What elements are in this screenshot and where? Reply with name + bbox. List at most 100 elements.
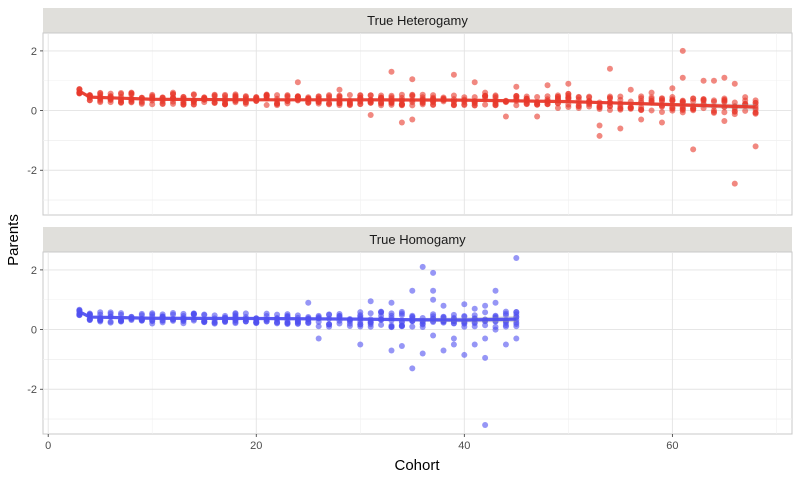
y-tick-label: 2 bbox=[31, 46, 37, 58]
data-point bbox=[638, 116, 645, 123]
data-point bbox=[648, 107, 655, 114]
data-point bbox=[388, 68, 395, 75]
data-point bbox=[107, 318, 114, 325]
data-point bbox=[305, 319, 312, 326]
data-point bbox=[513, 92, 520, 99]
data-point bbox=[471, 305, 478, 312]
data-point bbox=[430, 296, 437, 303]
data-point bbox=[461, 301, 468, 308]
data-point bbox=[409, 365, 416, 372]
data-point bbox=[471, 94, 478, 101]
x-axis: 0 20 40 60 bbox=[45, 434, 678, 452]
data-point bbox=[378, 321, 385, 328]
data-point bbox=[534, 101, 541, 108]
data-point bbox=[513, 102, 520, 109]
y-tick-label: -2 bbox=[27, 165, 37, 177]
data-point bbox=[731, 108, 738, 115]
data-point bbox=[617, 93, 624, 100]
data-point bbox=[554, 105, 561, 112]
data-point bbox=[398, 119, 405, 126]
data-point bbox=[669, 85, 676, 92]
data-point bbox=[170, 100, 177, 107]
data-point bbox=[346, 102, 353, 109]
data-point bbox=[482, 309, 489, 316]
data-point bbox=[430, 269, 437, 276]
data-point bbox=[721, 74, 728, 81]
data-point bbox=[211, 99, 218, 106]
data-point bbox=[658, 119, 665, 126]
panel-frame bbox=[42, 251, 793, 435]
data-point bbox=[492, 102, 499, 109]
data-point bbox=[523, 93, 530, 100]
data-point bbox=[492, 93, 499, 100]
data-point bbox=[315, 93, 322, 100]
data-point bbox=[159, 101, 166, 108]
data-point bbox=[336, 102, 343, 109]
data-point bbox=[648, 89, 655, 96]
data-point bbox=[471, 341, 478, 348]
data-point bbox=[315, 335, 322, 342]
data-point bbox=[398, 308, 405, 315]
data-point bbox=[482, 101, 489, 108]
data-point bbox=[627, 105, 634, 112]
data-point bbox=[617, 105, 624, 112]
data-point bbox=[721, 118, 728, 125]
x-tick-label: 40 bbox=[458, 440, 470, 452]
data-point bbox=[513, 335, 520, 342]
data-point bbox=[315, 323, 322, 330]
data-point bbox=[211, 319, 218, 326]
data-point bbox=[638, 107, 645, 114]
data-point bbox=[742, 94, 749, 101]
data-point bbox=[565, 103, 572, 110]
data-point bbox=[482, 422, 489, 429]
data-point bbox=[617, 125, 624, 132]
data-point bbox=[440, 347, 447, 354]
data-point bbox=[721, 99, 728, 106]
data-point bbox=[731, 99, 738, 106]
data-point bbox=[471, 102, 478, 109]
data-point bbox=[534, 93, 541, 100]
data-point bbox=[388, 310, 395, 317]
data-point bbox=[586, 94, 593, 101]
data-point bbox=[378, 92, 385, 99]
data-point bbox=[263, 102, 270, 109]
data-point bbox=[180, 101, 187, 108]
data-point bbox=[346, 92, 353, 99]
data-point bbox=[450, 311, 457, 318]
data-point bbox=[710, 77, 717, 84]
data-point bbox=[336, 320, 343, 327]
data-point bbox=[679, 74, 686, 81]
data-point bbox=[222, 91, 229, 98]
data-point bbox=[752, 143, 759, 150]
data-point bbox=[326, 101, 333, 108]
data-point bbox=[357, 341, 364, 348]
data-point bbox=[700, 77, 707, 84]
data-point bbox=[409, 323, 416, 330]
data-point bbox=[502, 308, 509, 315]
data-point bbox=[97, 97, 104, 104]
facet-strip bbox=[43, 8, 792, 33]
data-point bbox=[482, 335, 489, 342]
data-point bbox=[409, 287, 416, 294]
data-point bbox=[388, 92, 395, 99]
data-point bbox=[138, 99, 145, 106]
data-point bbox=[575, 102, 582, 109]
data-point bbox=[513, 254, 520, 261]
data-point bbox=[388, 323, 395, 330]
data-point bbox=[450, 71, 457, 78]
data-point bbox=[606, 103, 613, 110]
data-point bbox=[513, 311, 520, 318]
data-point bbox=[232, 92, 239, 99]
data-point bbox=[731, 80, 738, 87]
data-point bbox=[492, 287, 499, 294]
data-point bbox=[398, 323, 405, 330]
x-tick-label: 20 bbox=[250, 440, 262, 452]
y-tick-label: 2 bbox=[31, 265, 37, 277]
data-point bbox=[118, 90, 125, 97]
data-point bbox=[190, 310, 197, 317]
data-point bbox=[336, 92, 343, 99]
facet-strip-label: True Heterogamy bbox=[367, 13, 468, 28]
x-axis-title: Cohort bbox=[394, 457, 440, 474]
